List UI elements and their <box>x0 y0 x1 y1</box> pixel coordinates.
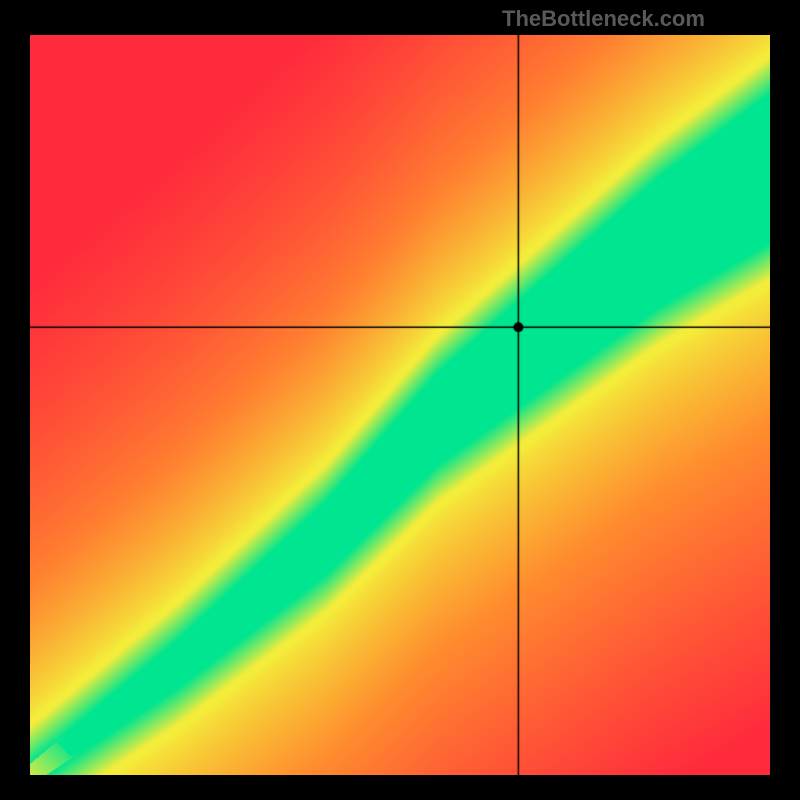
watermark-text: TheBottleneck.com <box>502 6 705 32</box>
chart-container: TheBottleneck.com <box>0 0 800 800</box>
bottleneck-heatmap <box>30 35 770 775</box>
